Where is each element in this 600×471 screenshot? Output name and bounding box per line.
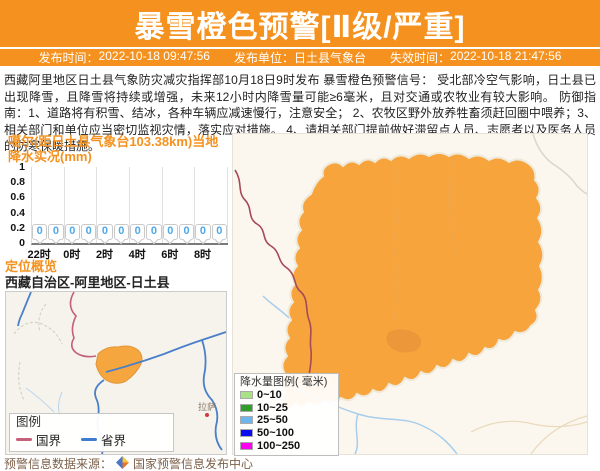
expire-time: 失效时间： 2022-10-18 21:47:56 [390,49,562,65]
admin-boundary-topright [532,134,587,195]
precipitation-range-label: 0~10 [257,389,282,402]
border-legend-rows: 国界 省界 [16,430,167,449]
precipitation-legend-rows: 0~10 10~25 25~50 50~100 100~250 [240,389,334,452]
value-bubble: 0 [80,224,97,240]
title-bar: 暴雪橙色预警[Ⅱ级/严重] [0,0,600,47]
precipitation-legend-item: 50~100 [240,427,334,440]
chart-x-axis: 22时 0时 2时 4时 6时 8时 [28,246,227,261]
county-town-patch [386,329,421,353]
city-label: 拉萨 [198,401,216,412]
chart-y-axis: 1 0.8 0.6 0.4 0.2 0 [5,161,28,255]
gridline [129,167,130,243]
road-lines [470,415,587,454]
border-legend-item: 省界 [81,430,126,449]
y-tick-label: 0.8 [10,176,25,189]
chart-title: 噶尔(距日土县气象台103.38km)当地降水实况(mm) [8,134,219,164]
x-tick-label: 8时 [193,249,212,261]
precipitation-swatch [240,441,253,450]
source-name: 国家预警信息发布中心 [133,457,254,471]
precipitation-range-label: 100~250 [257,439,301,452]
highlighted-county-area [95,345,143,384]
x-tick-label: 0时 [63,249,81,261]
border-legend-title: 图例 [16,415,42,429]
precipitation-legend-title: 降水量图例( 毫米) [240,376,328,388]
value-bubble: 0 [129,224,146,240]
national-border-line [234,169,313,377]
border-legend-item: 国界 [16,430,61,449]
precipitation-legend-item: 10~25 [240,402,334,415]
border-legend: 图例 国界 省界 [9,413,174,452]
undefined-boundary-line [13,303,63,401]
warning-body-text: 西藏阿里地区日土县气象防灾减灾指挥部10月18日9时发布 暴雪橙色预警信号： 受… [4,73,596,153]
issue-time: 发布时间： 2022-10-18 09:47:56 [38,49,210,65]
value-bubble: 0 [48,224,64,240]
legend-label: 国界 [36,434,62,448]
gridline [227,167,228,243]
precipitation-swatch [240,429,253,438]
value-bubble: 0 [64,224,80,240]
precipitation-swatch [240,391,253,400]
location-overview: 定位概览 西藏自治区-阿里地区-日土县 [5,259,228,290]
value-bubble: 0 [32,224,48,240]
value-bubble: 0 [97,224,113,240]
locator-map: 拉萨 图例 国界 省界 [5,291,227,455]
x-tick-label: 2时 [95,249,114,261]
precipitation-legend-item: 100~250 [240,439,334,452]
chart-plot-area [31,167,228,245]
issue-unit: 发布单位： 日土县气象台 [233,51,367,65]
value-bubble: 0 [178,224,195,240]
precipitation-legend-item: 0~10 [240,389,334,402]
legend-line-swatch [16,438,32,441]
y-tick-label: 0.2 [10,221,25,234]
legend-line-swatch [81,438,98,441]
precipitation-range-label: 25~50 [257,414,288,427]
city-dot [205,413,209,417]
x-tick-label: 6时 [161,249,179,261]
location-heading: 定位概览 [5,259,58,274]
location-path: 西藏自治区-阿里地区-日土县 [5,275,170,290]
precipitation-range-label: 10~25 [257,401,288,414]
gridline [161,167,163,243]
y-tick-label: 0.6 [10,191,25,204]
y-tick-label: 1 [19,161,25,173]
gridline [96,167,98,243]
y-tick-label: 0 [19,237,25,249]
footer-bar: 预警信息数据来源： 国家预警信息发布中心 [0,455,600,471]
legend-label: 省界 [101,434,127,448]
source-label: 预警信息数据来源： [4,457,113,471]
value-bubble: 0 [211,224,227,240]
province-border-line [17,292,32,327]
issue-info-bar: 发布时间： 2022-10-18 09:47:56 发布单位： 日土县气象台 失效时… [0,49,600,66]
value-bubble: 0 [113,224,129,240]
precipitation-chart: 噶尔(距日土县气象台103.38km)当地降水实况(mm) 1 0.8 0.6 0.4… [5,133,228,261]
precipitation-swatch [240,416,253,425]
gridline [63,167,65,243]
county-map: 降水量图例( 毫米) 0~10 10~25 25~50 50~100 100~250 [232,133,588,456]
value-bubble: 0 [162,224,178,240]
page-title: 暴雪橙色预警[Ⅱ级/严重] [134,10,466,44]
precipitation-range-label: 50~100 [257,427,295,440]
precipitation-swatch [240,403,253,412]
y-tick-label: 0.4 [10,206,25,219]
precipitation-legend-item: 25~50 [240,414,334,427]
precipitation-legend: 降水量图例( 毫米) 0~10 10~25 25~50 50~100 100~250 [234,373,339,456]
county-map-canvas [233,134,587,454]
county-internal-boundary [392,157,456,325]
x-tick-label: 4时 [128,249,146,261]
gridline [194,167,196,243]
cma-logo-icon [116,455,130,471]
value-bubble: 0 [195,224,211,240]
warned-county-polygon [280,152,545,412]
value-bubble: 0 [146,224,162,240]
national-border-line [69,292,97,358]
x-tick-label: 22时 [27,249,51,261]
